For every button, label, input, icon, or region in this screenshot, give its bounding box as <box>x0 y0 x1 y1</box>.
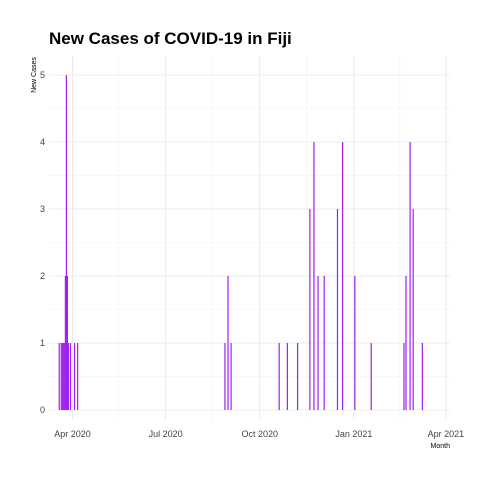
bar <box>69 343 72 410</box>
bar <box>317 276 319 410</box>
y-tick-label: 1 <box>40 338 45 348</box>
bar <box>405 276 407 410</box>
y-tick-label: 4 <box>40 137 45 147</box>
bar <box>224 343 226 410</box>
bar <box>286 343 288 410</box>
bar <box>63 343 65 410</box>
bar <box>412 209 414 410</box>
x-tick-label: Jan 2021 <box>335 429 372 439</box>
bar <box>341 142 344 410</box>
bars <box>58 75 423 410</box>
bar <box>370 343 372 410</box>
bar <box>62 343 64 410</box>
y-tick-label: 0 <box>40 405 45 415</box>
y-axis-ticks: 0 1 2 3 4 5 <box>40 70 45 415</box>
y-tick-label: 3 <box>40 204 45 214</box>
y-axis-label: New Cases <box>31 57 38 93</box>
bar <box>409 142 411 410</box>
x-axis-label: Month <box>431 443 451 450</box>
bar <box>73 343 76 410</box>
bar <box>61 343 63 410</box>
x-axis-ticks: Apr 2020 Jul 2020 Oct 2020 Jan 2021 Apr 2021 <box>54 429 464 439</box>
bar <box>309 209 311 410</box>
x-tick-label: Apr 2020 <box>54 429 91 439</box>
bar <box>313 142 315 410</box>
bar <box>66 276 69 410</box>
bar <box>227 276 229 410</box>
bar <box>278 343 280 410</box>
bar <box>65 75 67 410</box>
bar <box>421 343 423 410</box>
chart-title: New Cases of COVID-19 in Fiji <box>49 29 292 48</box>
bar <box>58 343 60 410</box>
y-tick-label: 5 <box>40 70 45 80</box>
y-tick-label: 2 <box>40 271 45 281</box>
x-tick-label: Oct 2020 <box>241 429 278 439</box>
bar <box>296 343 299 410</box>
x-tick-label: Apr 2021 <box>428 429 465 439</box>
bar <box>403 343 405 410</box>
grid <box>49 56 450 420</box>
bar <box>230 343 232 410</box>
bar <box>336 209 339 410</box>
bar <box>67 343 70 410</box>
bar <box>60 343 62 410</box>
x-tick-label: Jul 2020 <box>149 429 183 439</box>
bar <box>64 276 66 410</box>
bar <box>323 276 325 410</box>
bar <box>354 276 356 410</box>
bar <box>77 343 79 410</box>
